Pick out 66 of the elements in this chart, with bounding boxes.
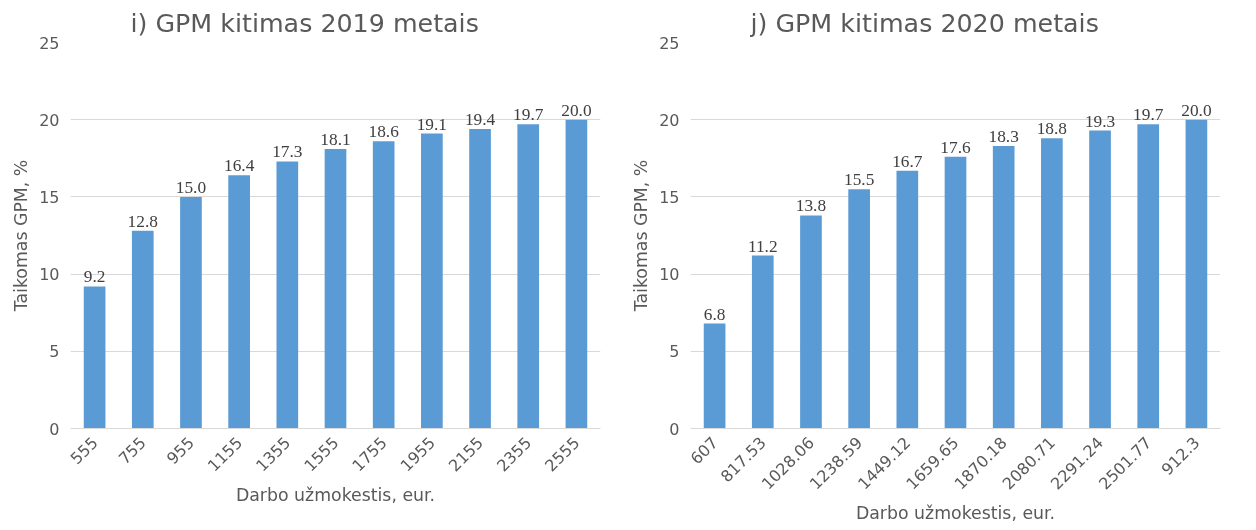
- bar: [800, 215, 822, 429]
- x-tick-label: 755: [114, 433, 150, 469]
- bar: [565, 119, 588, 429]
- bar: [1185, 119, 1208, 429]
- bar: [1041, 138, 1063, 429]
- data-label: 20.0: [1181, 100, 1212, 120]
- data-label: 18.1: [320, 130, 351, 150]
- data-label: 16.7: [892, 151, 923, 171]
- chart-title: j) GPM kitimas 2020 metais: [749, 7, 1099, 38]
- bar: [1137, 124, 1160, 429]
- x-tick-label: 555: [66, 433, 102, 469]
- y-tick-label: 25: [39, 33, 60, 53]
- data-label: 15.5: [843, 170, 875, 190]
- bar: [131, 230, 154, 429]
- y-tick-label: 10: [659, 265, 680, 285]
- y-tick-label: 10: [39, 265, 60, 285]
- y-tick-label: 20: [659, 110, 680, 130]
- data-label: 19.7: [1133, 105, 1164, 125]
- data-label: 18.6: [368, 122, 400, 142]
- data-label: 20.0: [561, 100, 592, 120]
- x-axis-title: Darbo užmokestis, eur.: [235, 484, 436, 505]
- data-label: 11.2: [747, 236, 778, 256]
- data-label: 18.3: [988, 126, 1019, 146]
- data-label: 19.7: [513, 105, 544, 125]
- data-label: 17.6: [940, 137, 971, 157]
- bar: [83, 286, 106, 429]
- y-tick-label: 5: [669, 342, 680, 362]
- bar: [421, 133, 443, 429]
- bar: [372, 141, 395, 429]
- bar: [992, 145, 1015, 429]
- bar: [703, 323, 726, 429]
- bar: [228, 175, 250, 429]
- bar: [324, 149, 347, 429]
- y-tick-label: 0: [669, 419, 680, 439]
- chart-title: i) GPM kitimas 2019 metais: [130, 7, 479, 38]
- y-tick-label: 25: [659, 33, 680, 53]
- x-tick-label: 955: [163, 433, 199, 469]
- y-tick-label: 20: [39, 110, 60, 130]
- data-label: 15.0: [175, 177, 207, 197]
- data-label: 9.2: [83, 267, 106, 287]
- y-tick-label: 5: [49, 342, 60, 362]
- data-label: 18.8: [1036, 119, 1068, 139]
- bar: [944, 156, 967, 429]
- bar: [896, 170, 919, 429]
- data-label: 19.3: [1084, 111, 1116, 131]
- bar: [848, 189, 870, 429]
- bar: [469, 128, 491, 429]
- bar: [751, 255, 774, 429]
- data-label: 19.1: [416, 114, 448, 134]
- data-label: 19.4: [464, 109, 496, 129]
- data-label: 16.4: [223, 156, 255, 176]
- x-tick-label: 607: [686, 433, 722, 469]
- bar: [276, 161, 299, 429]
- y-axis-title: Taikomas GPM, %: [631, 159, 652, 313]
- y-axis-title: Taikomas GPM, %: [11, 159, 32, 313]
- bar: [517, 124, 540, 429]
- data-label: 17.3: [272, 142, 303, 162]
- y-tick-label: 0: [49, 419, 60, 439]
- y-tick-label: 15: [659, 187, 680, 207]
- data-label: 13.8: [795, 196, 827, 216]
- bar: [1089, 130, 1111, 429]
- bar: [180, 196, 202, 429]
- data-label: 12.8: [127, 211, 158, 231]
- x-axis-title: Darbo užmokestis, eur.: [855, 502, 1056, 523]
- y-tick-label: 15: [39, 187, 60, 207]
- data-label: 6.8: [703, 304, 726, 324]
